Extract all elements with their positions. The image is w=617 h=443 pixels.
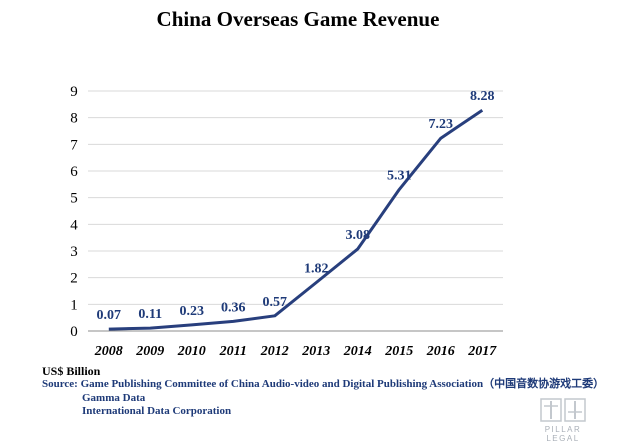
series-line [108,108,484,331]
y-tick-label: 4 [70,217,78,233]
data-label: 0.07 [97,308,122,323]
y-tick-label: 3 [70,244,78,260]
gridlines [88,90,503,332]
source-line-1: Source: Game Publishing Committee of Chi… [42,378,605,390]
source-notes: Source: Game Publishing Committee of Chi… [42,378,604,419]
source-line-2: Gamma Data [82,391,146,404]
y-tick-label: 7 [70,137,78,153]
x-tick-label: 2015 [384,344,413,359]
x-tick-label: 2012 [260,344,289,359]
y-tick-label: 8 [70,111,78,127]
y-tick-label: 5 [70,191,78,207]
data-label: 5.31 [387,168,412,183]
x-tick-label: 2014 [343,344,372,359]
pillar-legal-logo: PILLAR LEGAL [528,398,598,443]
data-label: 0.11 [138,307,162,322]
data-label: 1.82 [304,261,329,276]
data-label: 7.23 [429,117,454,132]
x-tick-label: 2016 [426,344,455,359]
x-tick-label: 2010 [177,344,206,359]
logo-mark-icon [540,398,586,422]
y-tick-label: 0 [70,324,78,340]
data-label: 0.57 [263,295,288,310]
y-tick-label: 9 [70,84,78,100]
line-chart: China Overseas Game Revenue 0 1 2 3 4 5 6 7 8 9 2… [70,7,503,359]
chart-title: China Overseas Game Revenue [157,7,440,31]
logo-text: PILLAR LEGAL [544,425,582,443]
data-label: 0.36 [221,300,246,315]
y-axis-ticks: 0 1 2 3 4 5 6 7 8 9 [70,84,78,340]
unit-label: US$ Billion [42,364,101,378]
x-axis-ticks: 2008 2009 2010 2011 2012 2013 2014 2015 2016 2017 [94,344,498,359]
data-labels: 0.07 0.11 0.23 0.36 0.57 1.82 3.08 5.31 7.23 8.28 [97,89,495,323]
source-line-3: International Data Corporation [82,405,232,417]
x-tick-label: 2013 [301,344,330,359]
x-tick-label: 2008 [94,344,123,359]
y-tick-label: 1 [70,297,78,313]
x-tick-label: 2017 [467,344,497,359]
x-tick-label: 2009 [135,344,164,359]
data-label: 3.08 [346,228,371,243]
y-tick-label: 2 [70,271,78,287]
data-label: 0.23 [180,304,205,319]
x-tick-label: 2011 [219,344,247,359]
y-tick-label: 6 [70,164,78,180]
data-label: 8.28 [470,89,495,104]
